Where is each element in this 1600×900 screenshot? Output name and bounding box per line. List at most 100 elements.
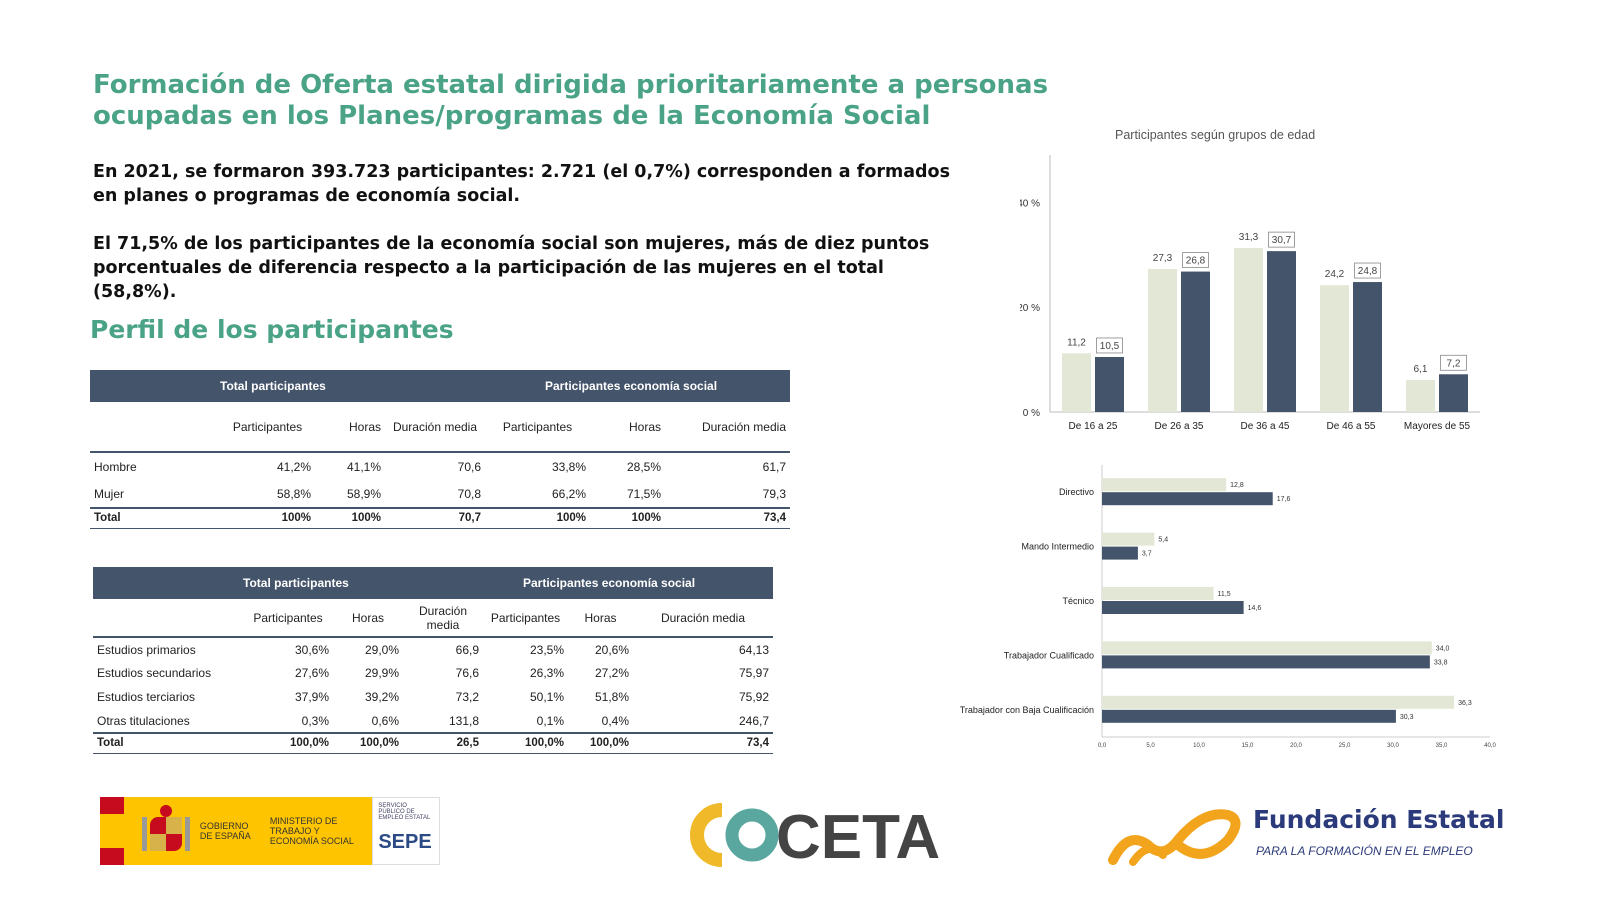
table-cell: 41,2% [276,459,311,474]
x-tick-label: 0,0 [1098,743,1107,749]
data-label: 5,4 [1158,537,1168,544]
table-cell: 100% [220,507,315,529]
bar [1267,251,1296,412]
empty-header-cell [90,402,220,453]
row-label: Estudios secundarios [97,666,212,680]
column-header: Duración media [665,402,790,453]
data-label: 33,8 [1434,659,1448,666]
flag-strip [100,797,124,865]
column-header: Horas [315,402,385,453]
category-label: Directivo [1059,487,1094,497]
x-tick-label: 5,0 [1146,743,1155,749]
table-cell: 70,7 [385,507,485,529]
data-label: 11,2 [1067,337,1086,348]
bar [1095,356,1124,412]
intro-paragraph: En 2021, se formaron 393.723 participant… [93,162,950,206]
bar [1234,247,1263,412]
table-cell: 0,6% [371,713,399,728]
table-cell: 28,5% [626,459,661,474]
table-cell: 75,92 [738,690,769,704]
bar [1102,695,1455,709]
x-tick-label: De 16 a 25 [1069,421,1118,432]
data-label: 30,7 [1272,235,1292,246]
gender-table: Total participantes Participantes econom… [90,370,790,529]
x-tick-label: 40,0 [1484,743,1496,749]
bar [1102,709,1396,723]
data-label: 26,8 [1186,256,1206,267]
x-tick-label: 35,0 [1436,743,1448,749]
table-cell: 73,4 [665,507,790,529]
table-row: Estudios primarios 30,6% 29,0% 66,9 23,5… [93,637,773,661]
data-label: 17,6 [1277,496,1291,503]
table-cell: 51,8% [594,690,629,704]
bar [1320,285,1349,412]
gobierno-logo: GOBIERNO DE ESPAÑA MINISTERIO DE TRABAJO… [100,797,440,865]
age-group-chart: 0 % 20 % 40 % 11,2 10,5 De 16 a 25 27,3 26,8 De … [1020,155,1480,432]
table-cell: 79,3 [762,486,786,501]
data-label: 10,5 [1100,341,1120,352]
table-cell: 100,0% [243,732,333,754]
gobierno-label: GOBIERNO DE ESPAÑA [199,821,251,841]
table-cell: 30,6% [294,642,329,657]
x-tick-label: 30,0 [1387,743,1399,749]
column-header: Participantes [483,599,568,638]
table-cell: 26,5 [403,732,483,754]
band-economia-social: Participantes economía social [483,567,773,599]
row-label: Otras titulaciones [97,713,190,728]
data-label: 36,3 [1458,700,1472,707]
data-label: 12,8 [1230,482,1244,489]
table-total-row: Total 100,0% 100,0% 26,5 100,0% 100,0% 7… [93,732,773,754]
x-tick-label: Mayores de 55 [1404,421,1471,432]
occupation-chart: 0,0 5,0 10,0 15,0 20,0 25,0 30,0 35,0 40,0 Direct… [960,465,1496,749]
fundacion-subtitle: PARA LA FORMACIÓN EN EL EMPLEO [1256,844,1473,858]
table-cell: 64,13 [738,642,769,657]
table-cell: 100% [315,507,385,529]
data-label: 3,7 [1142,551,1152,558]
data-label-box [1440,354,1467,371]
table-cell: 33,8% [551,459,586,474]
data-label-box [1354,262,1381,279]
bar [1102,655,1430,669]
ministerio-label: MINISTERIO DE TRABAJO Y ECONOMÍA SOCIAL [269,816,354,846]
intro-text: En 2021, se formaron 393.723 participant… [93,160,953,328]
bar [1102,587,1214,600]
x-tick-label: 20,0 [1290,743,1302,749]
table-cell: 37,9% [294,690,329,704]
band-total: Total participantes [220,370,485,402]
table-row: Hombre 41,2% 41,1% 70,6 33,8% 28,5% 61,7 [90,452,790,480]
column-header: Duración media [385,402,485,453]
table-cell: 50,1% [529,690,564,704]
data-label: 14,6 [1248,605,1262,612]
y-tick-label: 40 % [1020,198,1040,209]
table-cell: 58,9% [346,486,381,501]
row-label: Total [90,507,220,529]
table-cell: 27,6% [294,666,329,680]
bar [1102,641,1432,655]
table-cell: 66,2% [551,486,586,501]
table-cell: 29,9% [364,666,399,680]
table-cell: 61,7 [762,459,786,474]
gobierno-banner: GOBIERNO DE ESPAÑA MINISTERIO DE TRABAJO… [123,797,373,865]
x-tick-label: 15,0 [1242,743,1254,749]
bar [1102,532,1155,546]
table-cell: 73,4 [633,732,773,754]
x-tick-label: De 46 a 55 [1327,421,1376,432]
age-chart-title: Participantes según grupos de edad [1115,128,1316,142]
table-total-row: Total 100% 100% 70,7 100% 100% 73,4 [90,507,790,529]
table-header-band [90,370,220,402]
row-label: Estudios terciarios [97,690,196,704]
table-cell: 71,5% [626,486,661,501]
bar [1102,546,1138,560]
row-label: Total [93,732,243,754]
table-cell: 131,8 [448,713,479,728]
table-cell: 58,8% [276,486,311,501]
x-tick-label: 25,0 [1339,743,1351,749]
bar [1102,601,1244,614]
table-cell: 100% [590,507,665,529]
coat-of-arms-icon [141,805,190,851]
category-label: Trabajador con Baja Cualificación [960,705,1094,715]
page-title: Formación de Oferta estatal dirigida pri… [93,70,1049,131]
column-header: Duración media [403,599,483,638]
table-cell: 75,97 [738,666,769,680]
sepe-label: SEPE [378,831,432,853]
